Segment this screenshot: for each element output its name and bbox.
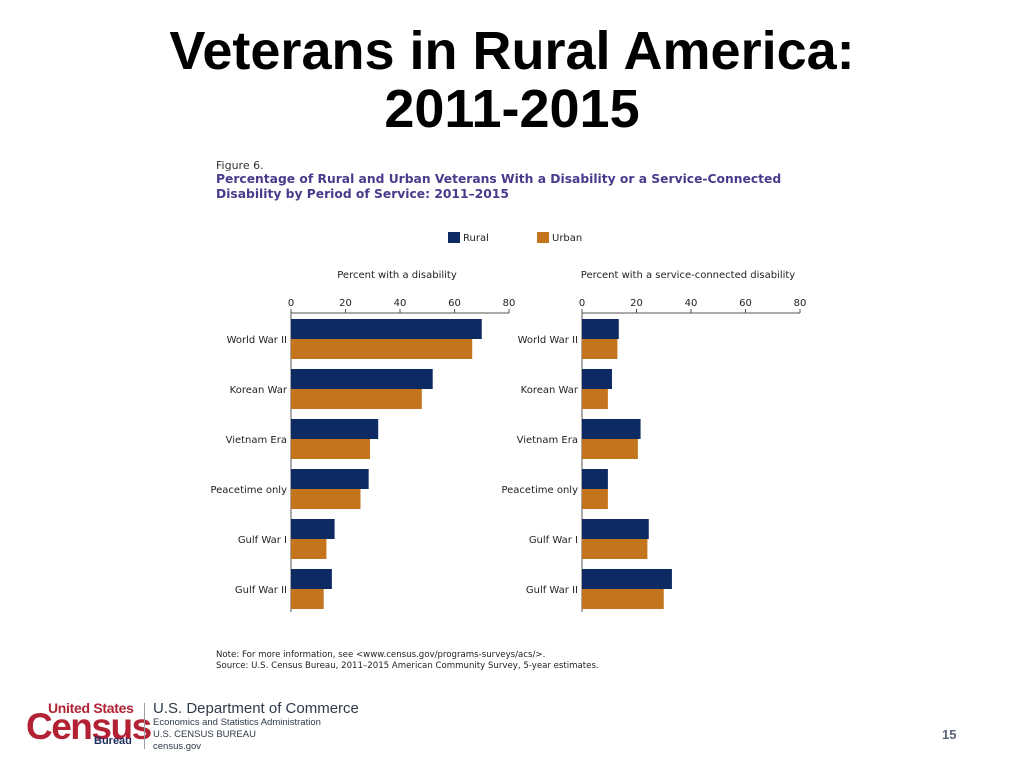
x-tick-label: 20 <box>630 298 643 309</box>
legend-item-urban: Urban <box>537 232 582 244</box>
footer-department: U.S. Department of Commerce Economics an… <box>153 701 359 753</box>
bar-rural <box>582 469 608 489</box>
figure-label: Figure 6. <box>216 159 264 172</box>
slide-title-line1: Veterans in Rural America: <box>169 21 855 81</box>
slide-title-line2: 2011-2015 <box>384 79 640 139</box>
x-tick-label: 80 <box>794 298 807 309</box>
category-label: Gulf War II <box>526 585 578 596</box>
x-tick-label: 40 <box>685 298 698 309</box>
category-label: World War II <box>227 335 287 346</box>
figure-note: Note: For more information, see <www.cen… <box>216 650 599 672</box>
bar-rural <box>291 569 332 589</box>
chart-title: Percent with a service-connected disabil… <box>581 270 796 281</box>
x-tick-label: 60 <box>448 298 461 309</box>
bar-rural <box>291 469 369 489</box>
category-label: Korean War <box>230 385 288 396</box>
logo-united-states: United States <box>48 700 134 716</box>
source-line: Source: U.S. Census Bureau, 2011–2015 Am… <box>216 661 599 671</box>
category-label: Peacetime only <box>210 485 287 496</box>
department-name: U.S. Department of Commerce <box>153 700 359 717</box>
category-label: Vietnam Era <box>226 435 287 446</box>
department-line-esa: Economics and Statistics Administration <box>153 717 321 728</box>
category-label: Vietnam Era <box>517 435 578 446</box>
x-tick-label: 0 <box>288 298 294 309</box>
bar-urban <box>291 389 422 409</box>
figure-title: Percentage of Rural and Urban Veterans W… <box>216 172 816 202</box>
legend-label-rural: Rural <box>463 233 489 244</box>
bar-rural <box>291 519 335 539</box>
bar-rural <box>291 419 379 439</box>
bar-urban <box>582 489 608 509</box>
bar-rural <box>291 319 482 339</box>
chart-title: Percent with a disability <box>337 270 457 281</box>
census-bureau-logo: United States Census Bureau <box>26 700 152 750</box>
bar-urban <box>582 589 664 609</box>
bar-rural <box>582 419 641 439</box>
figure-title-line2: Disability by Period of Service: 2011–20… <box>216 187 509 201</box>
figure-title-line1: Percentage of Rural and Urban Veterans W… <box>216 172 782 186</box>
x-tick-label: 80 <box>503 298 516 309</box>
bar-urban <box>582 339 618 359</box>
x-tick-label: 40 <box>394 298 407 309</box>
x-tick-label: 20 <box>339 298 352 309</box>
page-number: 15 <box>942 727 957 742</box>
bar-urban <box>291 339 473 359</box>
legend-item-rural: Rural <box>448 232 489 244</box>
logo-census: Census <box>26 706 152 747</box>
category-label: Gulf War I <box>529 535 578 546</box>
footer-divider <box>144 703 145 749</box>
category-label: Peacetime only <box>501 485 578 496</box>
bar-urban <box>582 389 608 409</box>
category-label: Gulf War I <box>238 535 287 546</box>
bar-charts: Percent with a disability 0 20 40 60 80 World … <box>210 270 807 612</box>
legend-swatch-rural <box>448 232 460 243</box>
bar-rural <box>582 369 612 389</box>
bar-rural <box>582 319 619 339</box>
bar-urban <box>582 439 638 459</box>
category-label: Gulf War II <box>235 585 287 596</box>
bar-rural <box>582 569 672 589</box>
department-line-website: census.gov <box>153 741 202 752</box>
category-label: World War II <box>518 335 578 346</box>
x-tick-label: 0 <box>579 298 585 309</box>
bar-rural <box>291 369 433 389</box>
legend-swatch-urban <box>537 232 549 243</box>
bar-urban <box>291 439 371 459</box>
category-label: Korean War <box>521 385 579 396</box>
bar-urban <box>291 489 361 509</box>
note-line: Note: For more information, see <www.cen… <box>216 650 546 660</box>
logo-bureau: Bureau <box>94 735 132 747</box>
bar-rural <box>582 519 649 539</box>
bar-urban <box>291 539 327 559</box>
x-tick-label: 60 <box>739 298 752 309</box>
bar-urban <box>291 589 324 609</box>
slide-title: Veterans in Rural America: 2011-2015 <box>0 22 1024 138</box>
department-line-bureau: U.S. CENSUS BUREAU <box>153 729 256 740</box>
bar-urban <box>582 539 648 559</box>
legend-label-urban: Urban <box>552 233 583 244</box>
